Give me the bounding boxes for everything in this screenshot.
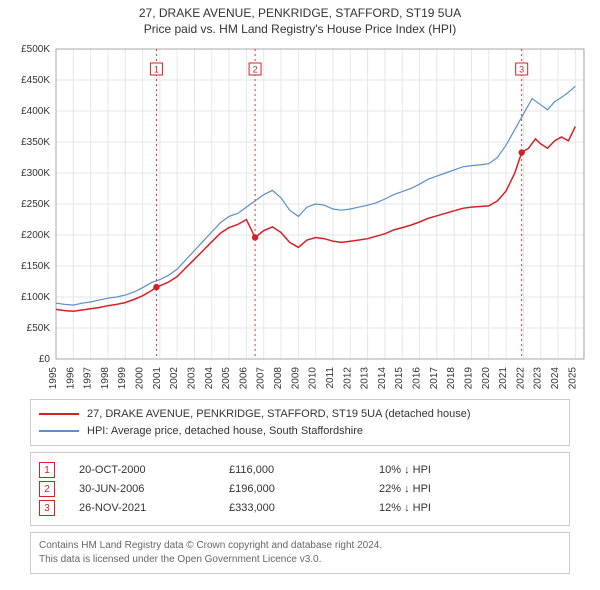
svg-text:2012: 2012: [342, 367, 353, 390]
svg-text:2023: 2023: [533, 367, 544, 390]
footer-line-2: This data is licensed under the Open Gov…: [39, 553, 561, 567]
svg-text:2003: 2003: [186, 367, 197, 390]
svg-text:2008: 2008: [273, 367, 284, 390]
legend-item: 27, DRAKE AVENUE, PENKRIDGE, STAFFORD, S…: [39, 406, 561, 423]
sale-marker-icon: 1: [39, 462, 55, 478]
svg-text:£200K: £200K: [21, 230, 50, 241]
sale-date: 30-JUN-2006: [79, 483, 229, 495]
svg-text:£0: £0: [39, 354, 51, 365]
sale-delta: 22% ↓ HPI: [379, 483, 431, 495]
title-line-1: 27, DRAKE AVENUE, PENKRIDGE, STAFFORD, S…: [0, 6, 600, 22]
svg-text:2018: 2018: [446, 367, 457, 390]
chart-svg: £0 £50K £100K £150K £200K £250K £300K £350K £400…: [10, 43, 590, 393]
legend-label: HPI: Average price, detached house, Sout…: [87, 423, 363, 440]
svg-text:2024: 2024: [550, 367, 561, 390]
svg-text:2002: 2002: [169, 367, 180, 390]
svg-text:1999: 1999: [117, 367, 128, 390]
legend-label: 27, DRAKE AVENUE, PENKRIDGE, STAFFORD, S…: [87, 406, 471, 423]
svg-text:£250K: £250K: [21, 199, 50, 210]
title-line-2: Price paid vs. HM Land Registry's House …: [0, 22, 600, 38]
svg-text:2007: 2007: [256, 367, 267, 390]
sale-price: £116,000: [229, 464, 379, 476]
svg-text:2022: 2022: [515, 367, 526, 390]
svg-text:£50K: £50K: [27, 323, 51, 334]
svg-text:2017: 2017: [429, 367, 440, 390]
svg-text:2015: 2015: [394, 367, 405, 390]
sale-marker-icon: 3: [39, 500, 55, 516]
svg-text:£400K: £400K: [21, 106, 50, 117]
sale-row: 2 30-JUN-2006£196,00022% ↓ HPI: [39, 481, 561, 497]
legend: 27, DRAKE AVENUE, PENKRIDGE, STAFFORD, S…: [30, 399, 570, 446]
svg-text:£350K: £350K: [21, 137, 50, 148]
svg-text:2000: 2000: [135, 367, 146, 390]
svg-text:1: 1: [154, 65, 159, 75]
legend-item: HPI: Average price, detached house, Sout…: [39, 423, 561, 440]
sale-price: £333,000: [229, 502, 379, 514]
sale-date: 20-OCT-2000: [79, 464, 229, 476]
svg-text:2001: 2001: [152, 367, 163, 390]
sale-delta: 12% ↓ HPI: [379, 502, 431, 514]
svg-text:2005: 2005: [221, 367, 232, 390]
sale-date: 26-NOV-2021: [79, 502, 229, 514]
svg-text:£500K: £500K: [21, 44, 50, 55]
svg-text:£100K: £100K: [21, 292, 50, 303]
sale-row: 1 20-OCT-2000£116,00010% ↓ HPI: [39, 462, 561, 478]
svg-text:2011: 2011: [325, 367, 336, 389]
svg-text:2010: 2010: [308, 367, 319, 390]
sale-row: 3 26-NOV-2021£333,00012% ↓ HPI: [39, 500, 561, 516]
legend-swatch: [39, 430, 79, 432]
sale-price: £196,000: [229, 483, 379, 495]
sales-table: 1 20-OCT-2000£116,00010% ↓ HPI 2 30-JUN-200…: [30, 452, 570, 526]
svg-text:2019: 2019: [463, 367, 474, 390]
svg-text:2006: 2006: [238, 367, 249, 390]
svg-text:2014: 2014: [377, 367, 388, 390]
svg-text:2020: 2020: [481, 367, 492, 390]
footer: Contains HM Land Registry data © Crown c…: [30, 532, 570, 574]
svg-text:1997: 1997: [83, 367, 94, 390]
svg-text:1998: 1998: [100, 367, 111, 390]
svg-text:2016: 2016: [412, 367, 423, 390]
svg-text:2009: 2009: [290, 367, 301, 390]
footer-line-1: Contains HM Land Registry data © Crown c…: [39, 539, 561, 553]
svg-text:2021: 2021: [498, 367, 509, 390]
svg-text:2004: 2004: [204, 367, 215, 390]
svg-text:£450K: £450K: [21, 75, 50, 86]
svg-text:2: 2: [253, 65, 258, 75]
sale-marker-icon: 2: [39, 481, 55, 497]
svg-text:2013: 2013: [360, 367, 371, 390]
container: 27, DRAKE AVENUE, PENKRIDGE, STAFFORD, S…: [0, 0, 600, 574]
svg-text:2025: 2025: [567, 367, 578, 390]
svg-text:£300K: £300K: [21, 168, 50, 179]
chart: £0 £50K £100K £150K £200K £250K £300K £350K £400…: [10, 43, 590, 393]
legend-swatch: [39, 413, 79, 415]
svg-text:1996: 1996: [65, 367, 76, 390]
sale-delta: 10% ↓ HPI: [379, 464, 431, 476]
svg-text:£150K: £150K: [21, 261, 50, 272]
svg-text:3: 3: [519, 65, 524, 75]
svg-text:1995: 1995: [48, 367, 59, 390]
chart-title: 27, DRAKE AVENUE, PENKRIDGE, STAFFORD, S…: [0, 6, 600, 37]
